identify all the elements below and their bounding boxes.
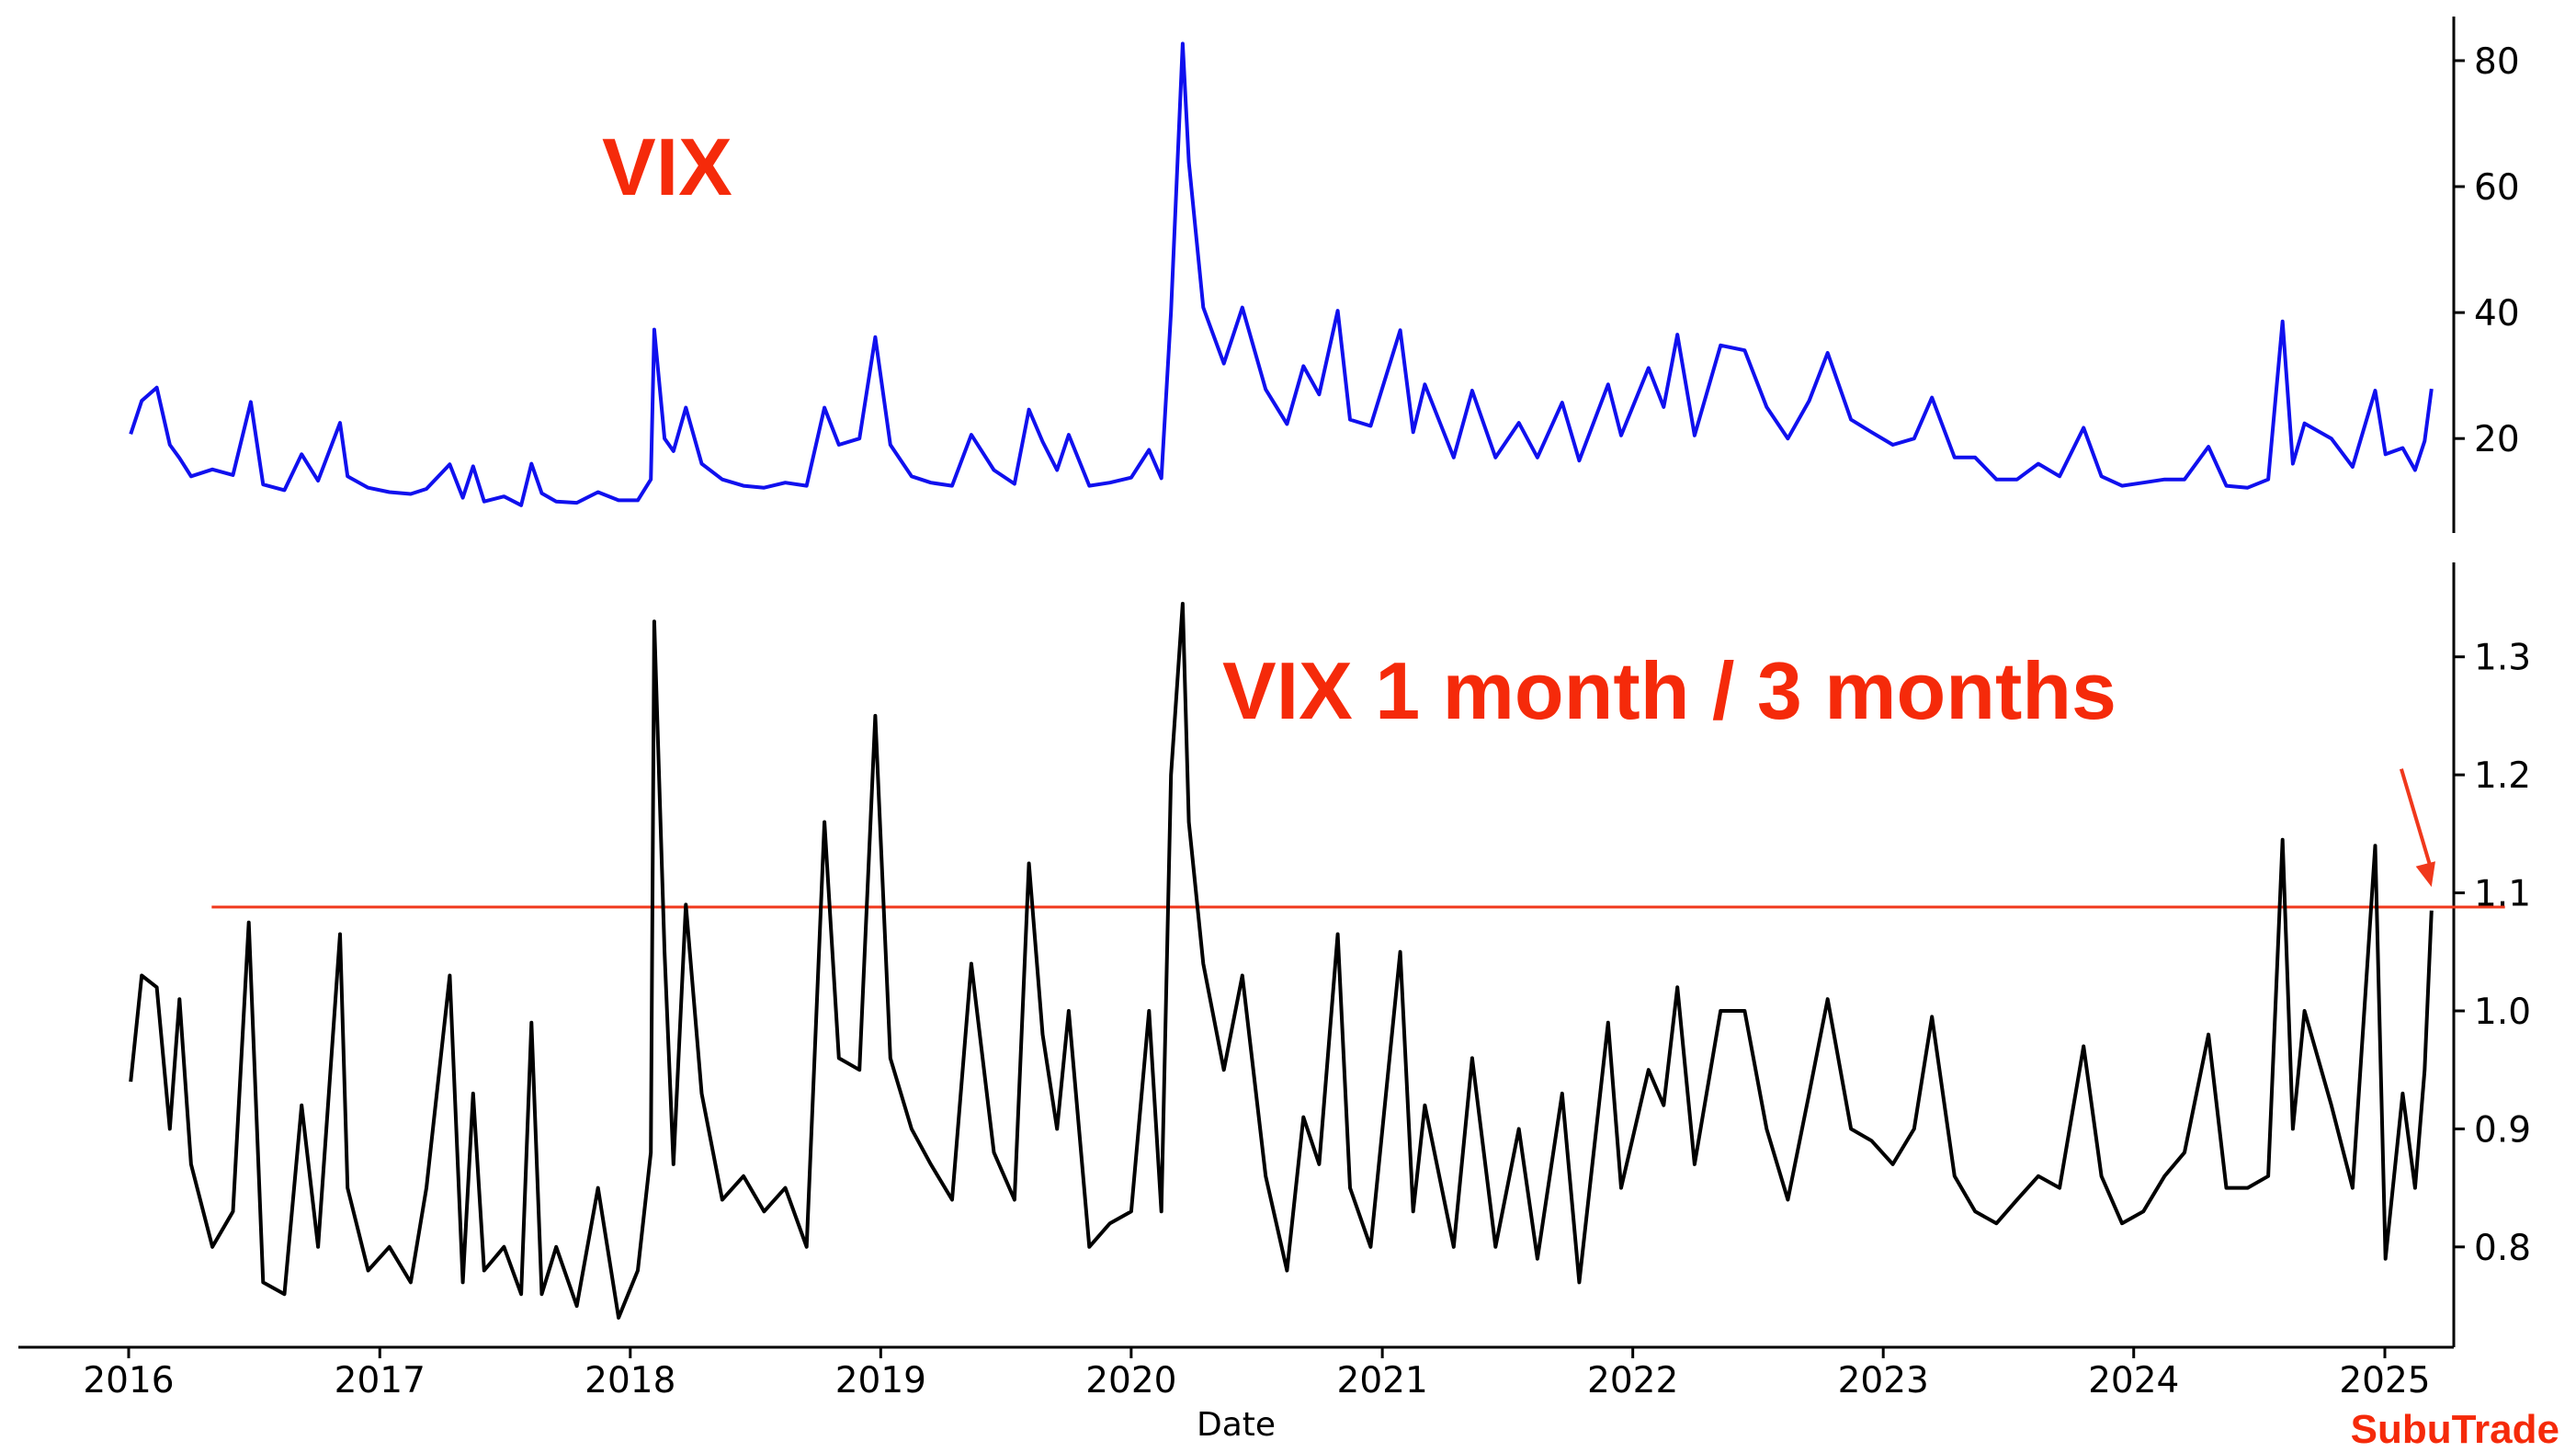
y-tick-label: 40	[2474, 293, 2520, 335]
y-tick-label: 80	[2474, 41, 2520, 83]
x-tick-label: 2020	[1085, 1360, 1176, 1401]
ratio-y-ticks: 0.8 0.9 1.0 1.1 1.2 1.3	[2454, 638, 2531, 1269]
x-axis-title: Date	[1197, 1406, 1276, 1444]
vix-panel: 20 40 60 80 VIX	[129, 17, 2520, 533]
arrow-annotation	[2400, 768, 2435, 888]
arrow-shaft	[2400, 768, 2434, 871]
y-tick-label: 1.0	[2474, 992, 2531, 1033]
ratio-series-line	[129, 601, 2434, 1320]
x-tick-label: 2019	[835, 1360, 926, 1401]
y-tick-label: 1.1	[2474, 874, 2531, 915]
x-tick-label: 2021	[1337, 1360, 1428, 1401]
vix-series-line	[129, 41, 2434, 507]
ratio-panel: 0.80.91.01.11.21.3 2016 2017 2018 2019 2020 2…	[18, 562, 2531, 1444]
ratio-annotation: VIX 1 month / 3 months	[1222, 645, 2116, 736]
x-tick-label: 2018	[584, 1360, 675, 1401]
y-tick-label: 0.9	[2474, 1109, 2531, 1151]
x-tick-label: 2017	[335, 1360, 426, 1401]
y-tick-label: 0.8	[2474, 1228, 2531, 1269]
arrow-head	[2415, 861, 2435, 888]
y-tick-label: 1.2	[2474, 755, 2531, 797]
y-tick-label: 1.3	[2474, 638, 2531, 679]
brand-watermark: SubuTrade	[2351, 1407, 2559, 1452]
vix-annotation: VIX	[602, 121, 732, 212]
y-tick-label: 20	[2474, 419, 2520, 460]
x-tick-label: 2022	[1587, 1360, 1678, 1401]
x-tick-label: 2024	[2088, 1360, 2179, 1401]
x-tick-label: 2016	[83, 1360, 174, 1401]
x-ticks: 2016 2017 2018 2019 2020 2021 2022 2023 2024 2025	[83, 1347, 2431, 1401]
y-tick-label: 60	[2474, 167, 2520, 209]
vix-y-ticks: 20 40 60 80	[2454, 41, 2520, 460]
x-tick-label: 2025	[2339, 1360, 2430, 1401]
x-tick-label: 2023	[1838, 1360, 1929, 1401]
